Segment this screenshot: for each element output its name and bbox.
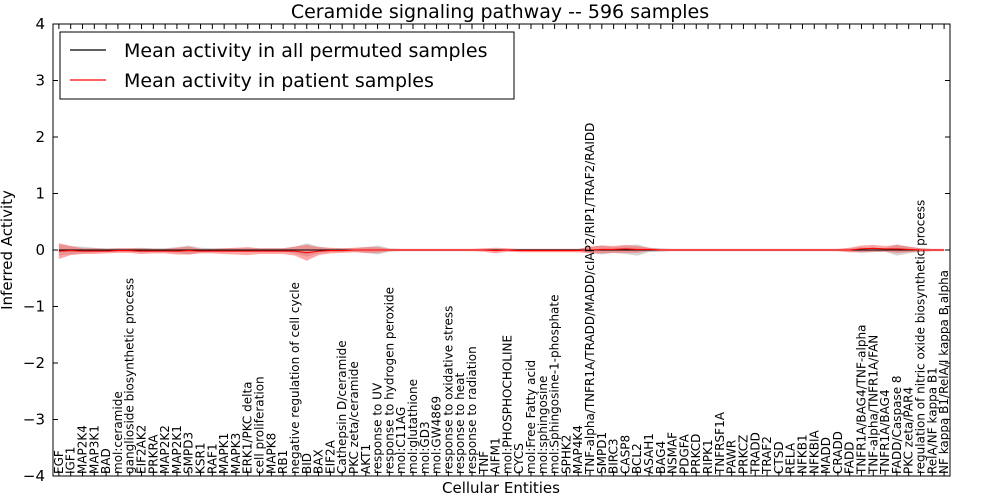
y-tick-label: 3	[35, 72, 45, 90]
x-tick-label: MAPK1	[217, 433, 231, 474]
x-tick-label: PRKCD	[689, 434, 703, 474]
x-tick-label: BAX	[312, 449, 326, 474]
x-tick-label: MAP2K4	[76, 425, 90, 474]
x-tick-label: SMPD1	[595, 432, 609, 474]
y-tick-label: −4	[23, 467, 45, 485]
y-tick-label: 0	[35, 241, 45, 259]
y-axis-label: Inferred Activity	[0, 190, 16, 310]
x-tick-label: MAP2K2	[158, 425, 172, 474]
x-tick-label: CASP8	[618, 435, 632, 474]
x-tick-label: BCL2	[630, 443, 644, 474]
x-axis-label: Cellular Entities	[442, 479, 560, 497]
x-tick-label: MAPK8	[264, 433, 278, 474]
x-tick-label: mol:sphingosine	[536, 376, 550, 474]
x-tick-label: BAG4	[654, 441, 668, 474]
x-tick-label: TRADD	[748, 432, 762, 475]
x-tick-label: ganglioside biosynthetic process	[123, 278, 137, 474]
x-tick-label: response to oxidative stress	[441, 306, 455, 474]
x-tick-label: BIRC3	[607, 438, 621, 474]
y-tick-label: −2	[23, 354, 45, 372]
x-tick-label: TNF-alpha/TNFR1A/FAN	[866, 335, 880, 475]
x-tick-label: PDGFA	[677, 433, 691, 474]
x-tick-label: TNF	[477, 451, 491, 475]
x-tick-label: mol:ceramide	[111, 391, 125, 474]
x-tick-label: response to heat	[453, 372, 467, 474]
x-tick-label: PKC zeta/ceramide	[347, 361, 361, 474]
x-tick-label: mol:glutathione	[406, 379, 420, 474]
x-tick-label: MADD	[819, 437, 833, 474]
x-tick-label: CYCS	[512, 443, 526, 474]
x-tick-label: PRKRA	[146, 434, 160, 474]
x-tick-label: MAP3K1	[87, 425, 101, 474]
y-tick-label: −1	[23, 298, 45, 316]
x-tick-label: negative regulation of cell cycle	[288, 282, 302, 474]
x-tick-label: response to radiation	[465, 346, 479, 474]
x-tick-label: PRKCZ	[737, 435, 751, 474]
x-tick-label: EIF2A	[323, 439, 337, 474]
x-tick-label: AIFM1	[489, 437, 503, 474]
x-tick-label: EIF2AK2	[135, 425, 149, 474]
x-tick-label: FADD	[843, 442, 857, 475]
x-tick-label: mol:GW4869	[430, 396, 444, 474]
x-tick-label: IGF1	[64, 447, 78, 474]
x-tick-label: RAF1	[205, 443, 219, 474]
y-tick-label: 2	[35, 128, 45, 146]
x-tick-label: RELA	[784, 442, 798, 474]
x-tick-label: MAPK3	[229, 433, 243, 474]
x-tick-label: Cathepsin D/ceramide	[335, 340, 349, 474]
x-tick-label: BAD	[99, 448, 113, 474]
x-tick-label: RB1	[276, 450, 290, 474]
chart-title: Ceramide signaling pathway -- 596 sample…	[291, 1, 709, 23]
x-tick-label: AKT1	[359, 444, 373, 474]
band-series-1	[58, 243, 945, 261]
x-tick-label: ERK1/PKC delta	[241, 381, 255, 474]
x-tick-label: TNFRSF1A	[713, 411, 727, 475]
x-tick-label: RelA/NF kappa B1	[925, 367, 939, 474]
x-tick-label: BID	[300, 453, 314, 474]
x-tick-label: TRAF2	[760, 436, 774, 475]
y-tick-label: 1	[35, 185, 45, 203]
x-tick-label: SMPD3	[182, 432, 196, 474]
x-tick-label: TNFR1A/BAG4/TNF-alpha	[855, 325, 869, 475]
x-tick-label: PAWR	[725, 440, 739, 474]
x-tick-label: NSMAF	[666, 432, 680, 474]
x-tick-label: FADD/Caspase 8	[890, 375, 904, 474]
legend: Mean activity in all permuted samples Me…	[59, 31, 515, 100]
x-tick-label: NF kappa B1/RelA/I kappa B alpha	[937, 270, 951, 474]
x-tick-label: RIPK1	[701, 439, 715, 474]
legend-label-permuted: Mean activity in all permuted samples	[124, 40, 487, 62]
x-tick-label: NFKB1	[796, 434, 810, 474]
x-tick-label: TNF-alpha/TNFR1A/TRADD/MADD/cIAP2/RIP1/T…	[583, 123, 597, 475]
legend-label-patient: Mean activity in patient samples	[124, 70, 434, 92]
x-tick-label: regulation of nitric oxide biosynthetic …	[914, 200, 928, 474]
x-tick-label: mol:Free Fatty acid	[524, 360, 538, 474]
line-series-1	[58, 247, 945, 254]
x-tick-label: CRADD	[831, 431, 845, 474]
x-tick-label: ASAH1	[642, 433, 656, 474]
x-tick-label: MAP2K1	[170, 425, 184, 474]
x-tick-label: mol:PHOSPHOCHOLINE	[500, 335, 514, 474]
x-tick-label: TNFR1A/BAG4	[878, 389, 892, 475]
x-tick-label: NFKBIA	[807, 429, 821, 474]
x-tick-label: mol:Sphingosine-1-phosphate	[548, 295, 562, 475]
x-tick-label: response to UV	[371, 382, 385, 474]
y-tick-label: 4	[35, 15, 45, 33]
x-tick-label: KSR1	[194, 443, 208, 474]
x-tick-label: mol:GD3	[418, 421, 432, 474]
x-tick-label: PKC zeta/PAR4	[902, 387, 916, 474]
x-tick-label: MAP4K4	[571, 425, 585, 474]
x-tick-label: SPHK2	[559, 435, 573, 474]
y-tick-label: −3	[23, 411, 45, 429]
x-tick-label: cell proliferation	[253, 376, 267, 474]
x-tick-label: response to hydrogen peroxide	[382, 287, 396, 474]
x-tick-label: EGF	[52, 450, 66, 474]
legend-box	[59, 31, 515, 100]
x-tick-label: CTSD	[772, 441, 786, 474]
x-tick-label: mol:C11AG	[394, 407, 408, 474]
